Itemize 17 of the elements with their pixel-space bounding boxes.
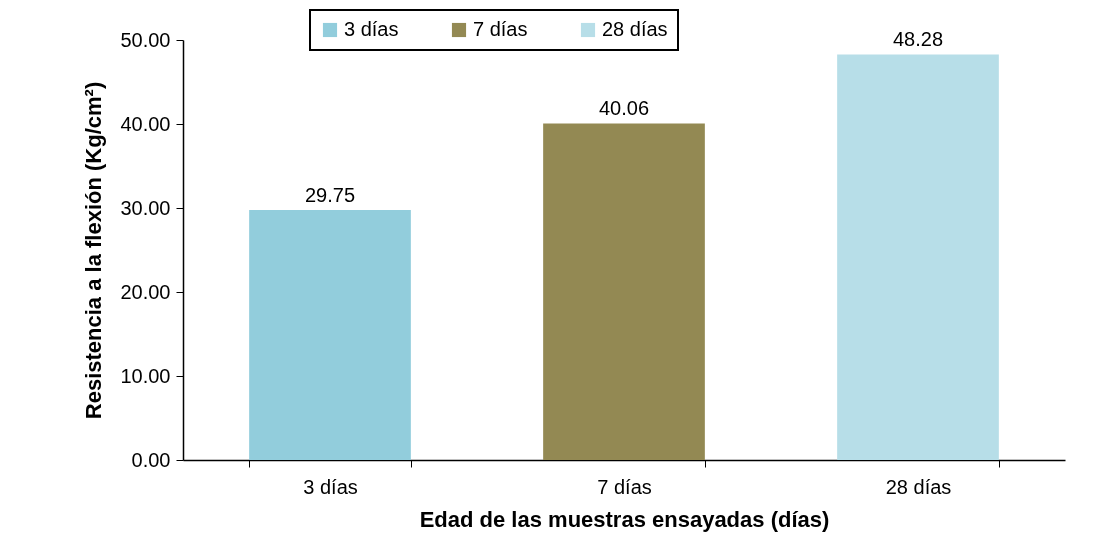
x-tick-label: 3 días: [303, 475, 358, 498]
data-label: 29.75: [304, 184, 356, 207]
y-axis-title: Resistencia a la flexión (Kg/cm²): [81, 81, 107, 420]
y-tick-label: 0.00: [131, 448, 171, 471]
x-tick-label: 28 días: [885, 475, 952, 498]
y-tick-label: 20.00: [120, 280, 171, 303]
y-tick-label: 30.00: [120, 196, 171, 219]
x-tick-label: 7 días: [597, 475, 652, 498]
x-axis-title: Edad de las muestras ensayadas (días): [419, 506, 830, 532]
legend-label: 7 días: [473, 18, 528, 40]
data-label: 48.28: [892, 28, 944, 51]
y-tick-label: 50.00: [120, 28, 171, 51]
data-label: 40.06: [598, 97, 650, 120]
legend-label: 3 días: [344, 18, 399, 40]
y-tick-label: 10.00: [120, 364, 171, 387]
y-tick-label: 40.00: [120, 112, 171, 135]
legend-label: 28 días: [602, 18, 668, 40]
